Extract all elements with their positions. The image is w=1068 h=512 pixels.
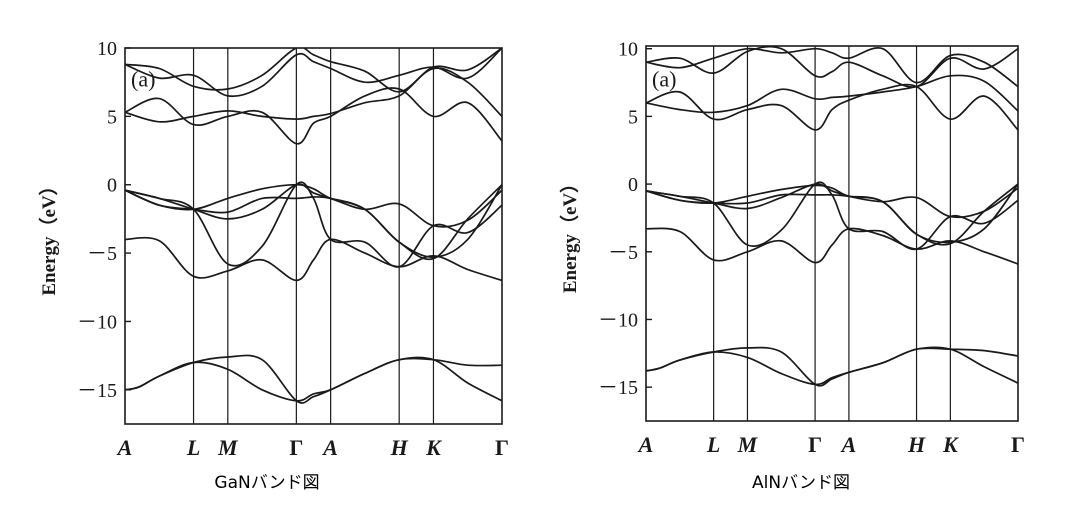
- band-line: [125, 354, 502, 404]
- k-point-label: H: [390, 435, 409, 460]
- band-line: [125, 67, 502, 123]
- y-tick-label: －10: [77, 311, 117, 333]
- band-line: [646, 47, 1018, 88]
- band-line: [646, 183, 1018, 246]
- aln-caption: AlNバンド図: [752, 473, 850, 493]
- band-line: [646, 227, 1018, 265]
- band-line: [646, 181, 1018, 251]
- plot-frame: [645, 45, 1019, 422]
- y-tick-label: －15: [598, 377, 638, 399]
- band-line: [125, 48, 502, 93]
- y-tick-label: －10: [598, 309, 638, 331]
- y-tick-label: －5: [608, 242, 638, 264]
- k-point-label: M: [217, 435, 239, 460]
- k-point-label: H: [907, 432, 926, 457]
- k-point-label: M: [737, 432, 759, 457]
- y-tick-label: 0: [628, 174, 638, 196]
- band-curves: [125, 48, 502, 404]
- band-line: [125, 183, 502, 261]
- band-line: [646, 46, 1018, 88]
- band-curves: [646, 46, 1018, 387]
- k-point-label: A: [637, 432, 654, 457]
- band-line: [125, 356, 502, 402]
- gan-caption: GaNバンド図: [214, 473, 320, 493]
- k-point-label: K: [425, 435, 442, 460]
- band-line: [125, 87, 502, 145]
- k-point-label: Γ: [289, 435, 303, 460]
- gan-panel: A L M Γ A H K Γ 10 5 0 －5 －10 －15 Energy（eV） (a) GaNバンド…: [37, 38, 509, 493]
- k-point-label: L: [186, 435, 200, 460]
- y-tick-label: 0: [107, 175, 117, 197]
- band-line: [646, 346, 1018, 386]
- y-tick-label: 10: [97, 38, 117, 60]
- k-point-label: Γ: [808, 432, 822, 457]
- panel-label: (a): [652, 67, 676, 92]
- y-tick-label: 5: [628, 106, 638, 128]
- k-point-label: Γ: [1011, 432, 1025, 457]
- k-point-label: K: [942, 432, 959, 457]
- y-tick-label: －15: [77, 380, 117, 402]
- y-axis-title: Energy（eV）: [37, 176, 60, 295]
- y-tick-label: 5: [107, 106, 117, 128]
- band-line: [125, 183, 502, 259]
- k-point-label: A: [116, 435, 133, 460]
- k-point-label: Γ: [495, 435, 509, 460]
- band-line: [646, 74, 1018, 114]
- y-tick-label: －5: [87, 243, 117, 265]
- y-axis-title: Energy（eV）: [558, 174, 581, 293]
- y-tick-label: 10: [618, 39, 638, 61]
- aln-panel: A L M Γ A H K Γ 10 5 0 －5 －10 －15 Energy（eV） (a) AlNバンド…: [534, 0, 1068, 512]
- plot-frame: [124, 47, 503, 425]
- k-point-label: L: [706, 432, 720, 457]
- k-point-label: A: [840, 432, 857, 457]
- panel-label: (a): [131, 66, 155, 91]
- band-line: [125, 236, 502, 282]
- k-point-label: A: [321, 435, 338, 460]
- band-line: [646, 83, 1018, 131]
- band-line: [125, 183, 502, 228]
